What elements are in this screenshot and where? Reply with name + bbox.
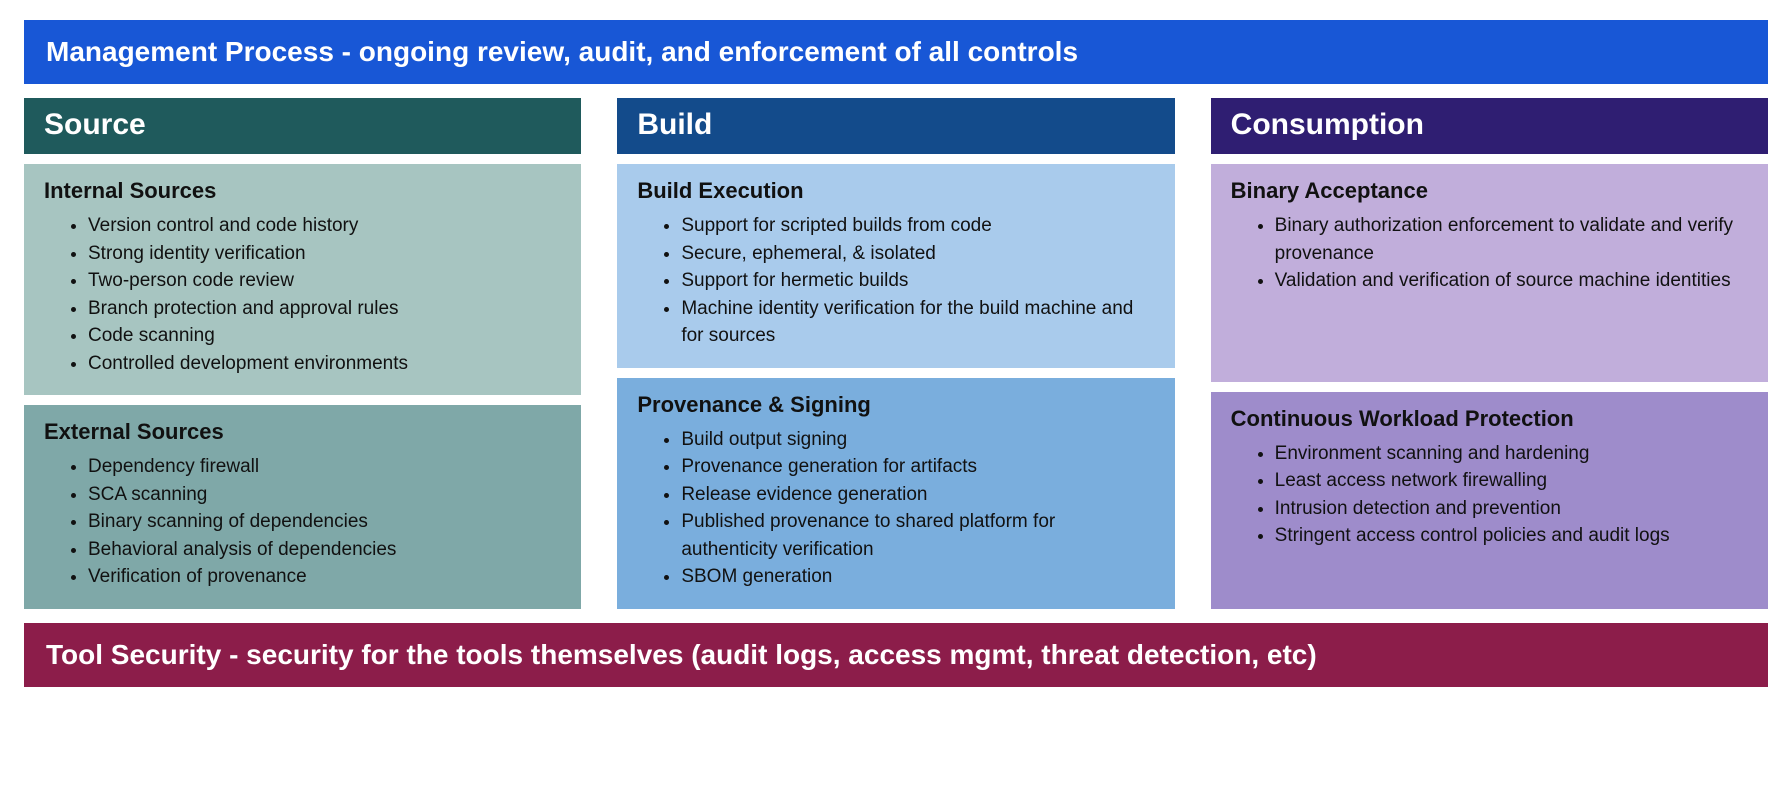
column-source: Source Internal Sources Version control an…	[24, 98, 581, 609]
list-item: Verification of provenance	[88, 563, 561, 591]
list-item: Provenance generation for artifacts	[681, 453, 1154, 481]
panel-list-build-execution: Support for scripted builds from codeSec…	[637, 212, 1154, 350]
list-item: Code scanning	[88, 322, 561, 350]
list-item: Binary authorization enforcement to vali…	[1275, 212, 1748, 267]
panel-list-external-sources: Dependency firewallSCA scanningBinary sc…	[44, 453, 561, 591]
panel-list-internal-sources: Version control and code historyStrong i…	[44, 212, 561, 377]
list-item: Environment scanning and hardening	[1275, 440, 1748, 468]
panel-external-sources: External Sources Dependency firewallSCA s…	[24, 405, 581, 609]
list-item: Binary scanning of dependencies	[88, 508, 561, 536]
panel-title-external-sources: External Sources	[44, 419, 561, 445]
panel-internal-sources: Internal Sources Version control and code…	[24, 164, 581, 395]
list-item: Build output signing	[681, 426, 1154, 454]
panel-title-provenance-signing: Provenance & Signing	[637, 392, 1154, 418]
panel-provenance-signing: Provenance & Signing Build output signing…	[617, 378, 1174, 609]
panel-list-continuous-workload-protection: Environment scanning and hardeningLeast …	[1231, 440, 1748, 550]
list-item: Intrusion detection and prevention	[1275, 495, 1748, 523]
list-item: Dependency firewall	[88, 453, 561, 481]
list-item: Least access network firewalling	[1275, 467, 1748, 495]
list-item: Published provenance to shared platform …	[681, 508, 1154, 563]
list-item: Controlled development environments	[88, 350, 561, 378]
list-item: Version control and code history	[88, 212, 561, 240]
list-item: Branch protection and approval rules	[88, 295, 561, 323]
panel-title-binary-acceptance: Binary Acceptance	[1231, 178, 1748, 204]
panel-build-execution: Build Execution Support for scripted buil…	[617, 164, 1174, 368]
list-item: Validation and verification of source ma…	[1275, 267, 1748, 295]
list-item: Release evidence generation	[681, 481, 1154, 509]
panel-title-build-execution: Build Execution	[637, 178, 1154, 204]
list-item: Stringent access control policies and au…	[1275, 522, 1748, 550]
column-header-build: Build	[617, 98, 1174, 154]
panel-list-binary-acceptance: Binary authorization enforcement to vali…	[1231, 212, 1748, 295]
column-build: Build Build Execution Support for scripted…	[617, 98, 1174, 609]
panel-list-provenance-signing: Build output signingProvenance generatio…	[637, 426, 1154, 591]
columns-container: Source Internal Sources Version control an…	[24, 98, 1768, 609]
list-item: Strong identity verification	[88, 240, 561, 268]
bottom-banner: Tool Security - security for the tools t…	[24, 623, 1768, 687]
top-banner: Management Process - ongoing review, aud…	[24, 20, 1768, 84]
list-item: SBOM generation	[681, 563, 1154, 591]
list-item: SCA scanning	[88, 481, 561, 509]
column-header-consumption: Consumption	[1211, 98, 1768, 154]
panel-continuous-workload-protection: Continuous Workload Protection Environmen…	[1211, 392, 1768, 610]
panel-title-continuous-workload-protection: Continuous Workload Protection	[1231, 406, 1748, 432]
list-item: Secure, ephemeral, & isolated	[681, 240, 1154, 268]
panel-binary-acceptance: Binary Acceptance Binary authorization en…	[1211, 164, 1768, 382]
list-item: Machine identity verification for the bu…	[681, 295, 1154, 350]
diagram-root: Management Process - ongoing review, aud…	[24, 20, 1768, 687]
panel-title-internal-sources: Internal Sources	[44, 178, 561, 204]
column-consumption: Consumption Binary Acceptance Binary autho…	[1211, 98, 1768, 609]
list-item: Support for scripted builds from code	[681, 212, 1154, 240]
list-item: Behavioral analysis of dependencies	[88, 536, 561, 564]
list-item: Two-person code review	[88, 267, 561, 295]
column-header-source: Source	[24, 98, 581, 154]
list-item: Support for hermetic builds	[681, 267, 1154, 295]
